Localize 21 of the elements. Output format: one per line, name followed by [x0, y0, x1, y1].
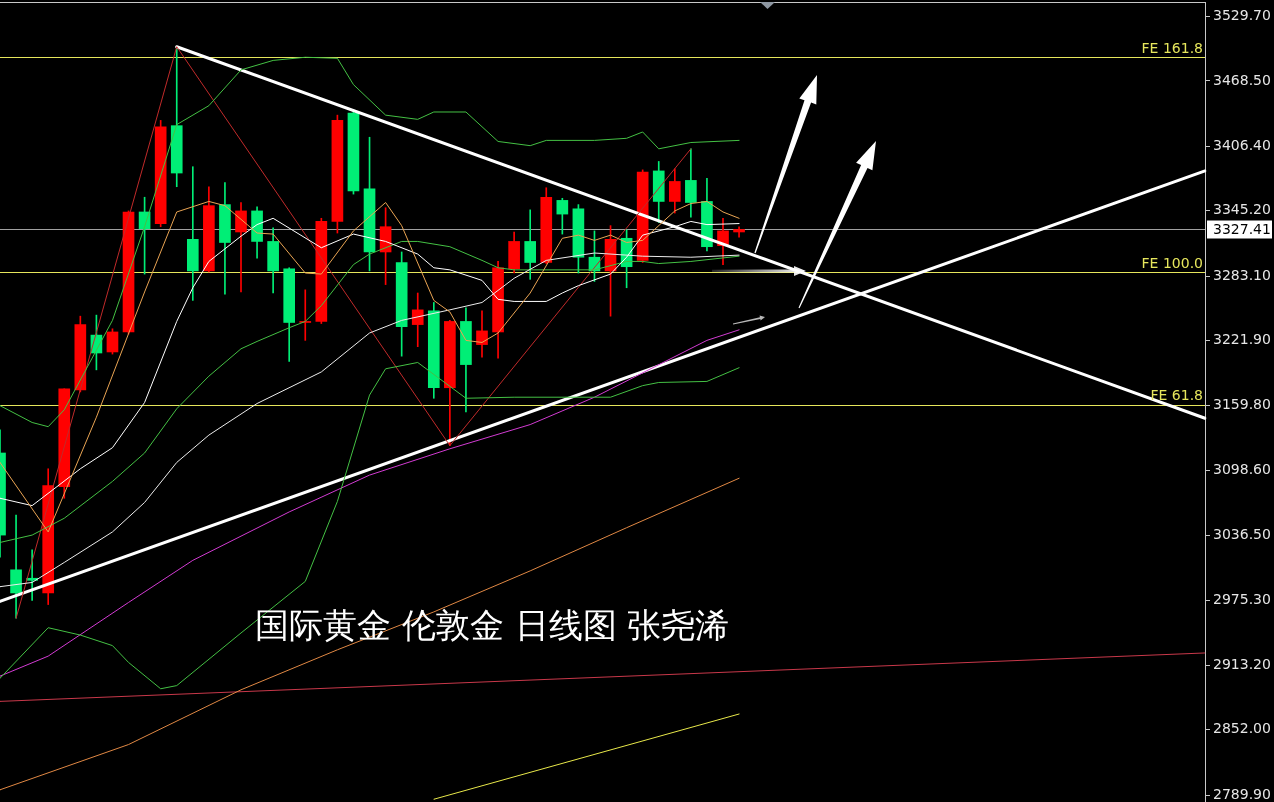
y-tick-label: 2789.90 — [1213, 785, 1271, 802]
y-tick-label: 3221.90 — [1213, 331, 1271, 348]
y-tick-label: 2913.20 — [1213, 656, 1271, 673]
ref-line-label: FE 61.8 — [1150, 387, 1203, 404]
y-tick-label: 3283.10 — [1213, 266, 1271, 283]
y-tick-label: 3468.50 — [1213, 71, 1271, 88]
y-tick-label: 3098.60 — [1213, 460, 1271, 477]
candlestick — [235, 202, 247, 293]
y-tick-label: 3529.70 — [1213, 7, 1271, 24]
y-tick-label: 3036.50 — [1213, 526, 1271, 543]
y-tick-label: 3406.40 — [1213, 136, 1271, 153]
annotation: 国际黄金 伦敦金 日线图 张尧浠 — [255, 604, 730, 645]
ref-line-label: FE 100.0 — [1141, 254, 1203, 271]
ref-line-label: 3327.41 — [1213, 221, 1271, 238]
y-tick-label: 2852.00 — [1213, 720, 1271, 737]
y-tick-label: 2975.30 — [1213, 590, 1271, 607]
ref-line-label: FE 161.8 — [1141, 39, 1203, 56]
y-tick-label: 3159.80 — [1213, 396, 1271, 413]
y-tick-label: 3345.20 — [1213, 201, 1271, 218]
candlestick — [299, 289, 312, 341]
candlestick — [733, 226, 745, 238]
